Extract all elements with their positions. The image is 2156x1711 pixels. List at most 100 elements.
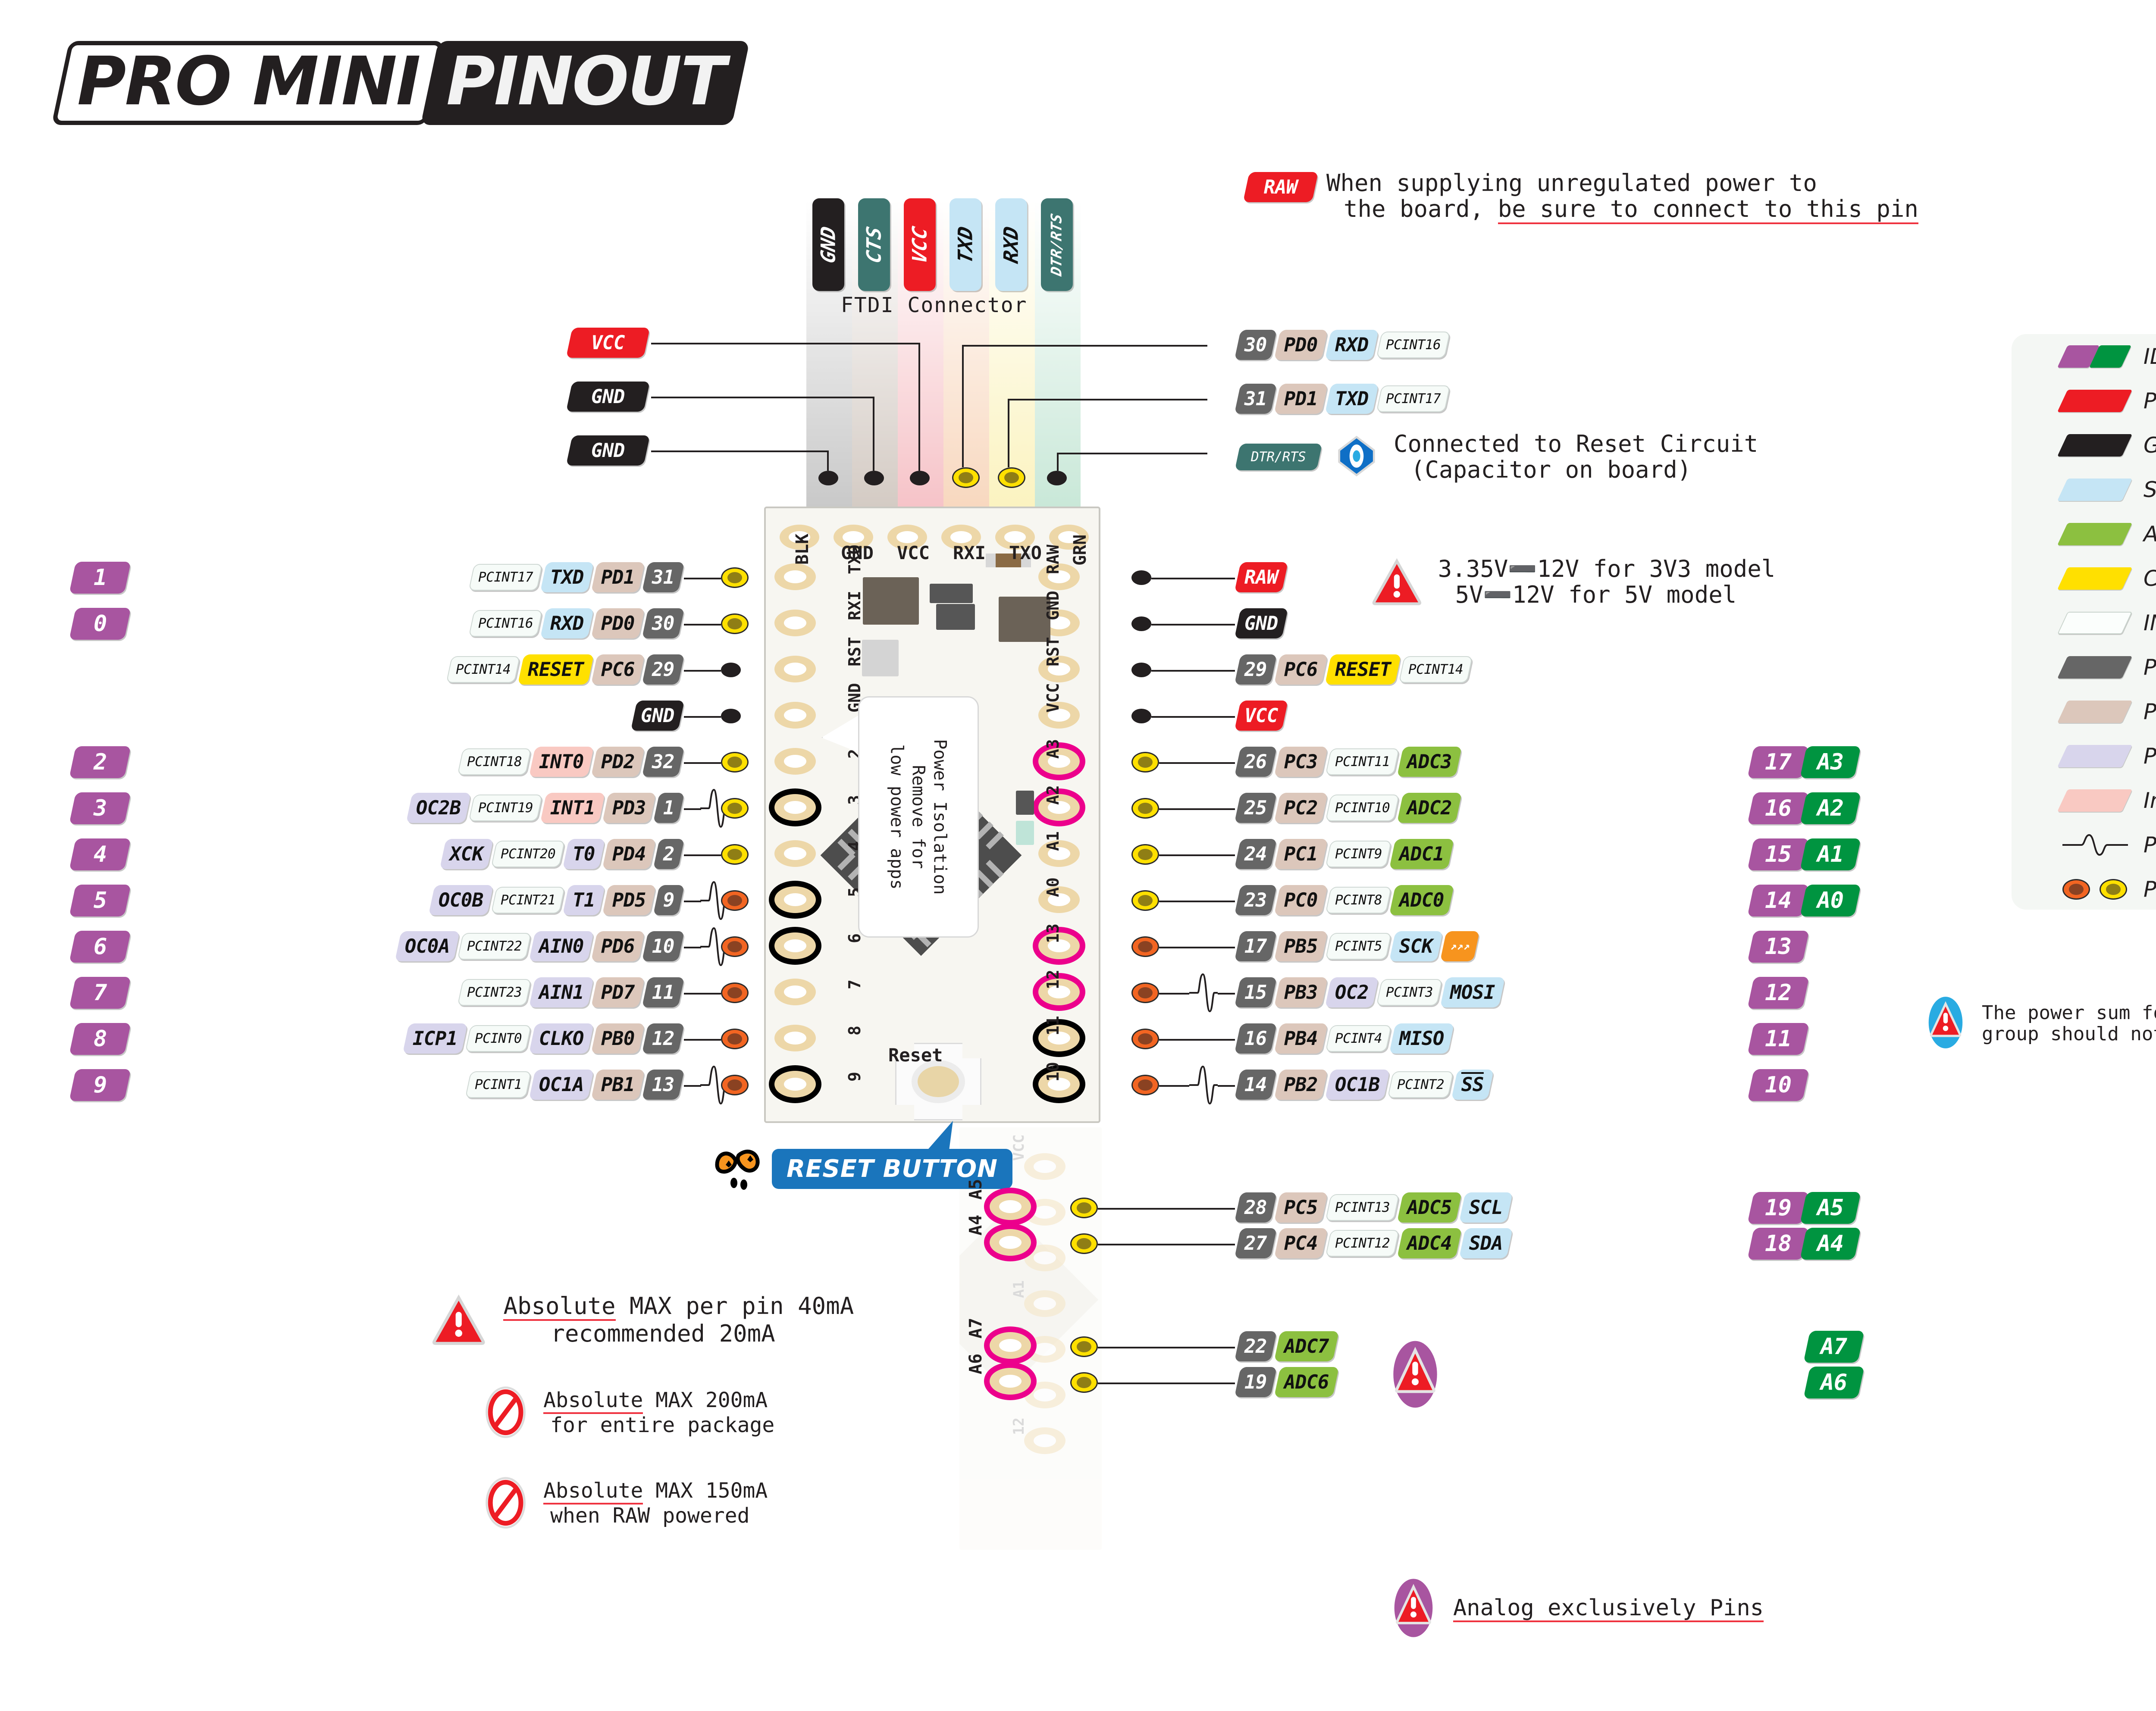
- pad-hole: [1048, 1078, 1070, 1091]
- ftdi-connector-dot: [952, 467, 980, 488]
- pin-chip-reset: RESET: [1325, 654, 1401, 685]
- reset-switch-graphic[interactable]: [895, 1043, 981, 1120]
- port-power-dot-left: [721, 567, 749, 588]
- port-power-dot-left: [721, 752, 749, 773]
- board-silk-label: RST: [1044, 637, 1062, 666]
- ide-badge-group-right: 10: [1747, 1069, 1809, 1101]
- smd-diode: [930, 584, 973, 603]
- pad-hole: [784, 985, 806, 998]
- legend-swatch: [2057, 700, 2133, 723]
- pin-chip-1: 1: [653, 793, 685, 823]
- pin-chip-adc0: ADC0: [1389, 885, 1454, 915]
- pin-chip-pcint22: PCINT22: [457, 933, 532, 960]
- pin-chip-oc1b: OC1B: [1325, 1070, 1390, 1100]
- port-power-dot-right: [1131, 798, 1159, 819]
- pad-hole: [784, 1032, 806, 1045]
- mcu-pin: [986, 860, 1004, 878]
- board-pad-top: [995, 525, 1035, 550]
- board-silk-label: RAW: [1044, 544, 1062, 574]
- power-sum-warning-icon: [1927, 996, 1964, 1051]
- dtr-rts-badge: DTR/RTS: [1235, 444, 1322, 471]
- board-silk-label: A4: [966, 1214, 986, 1236]
- ftdi-connector-dot: [818, 471, 838, 485]
- pad-hole: [999, 1236, 1022, 1249]
- port-power-dot-left: [721, 844, 749, 865]
- pwm-wave-icon: [700, 1065, 729, 1105]
- legend-swatch-group: [2057, 744, 2133, 767]
- pin-chip-rxd: RXD: [1325, 330, 1379, 360]
- pin-row-right: GND: [1234, 608, 1288, 638]
- legend-row-physical-pin: Physical Pin: [2012, 645, 2156, 689]
- legend-swatch: [2057, 789, 2133, 812]
- leader-line: [1151, 670, 1235, 672]
- pin-chip-adc7: ADC7: [1274, 1331, 1339, 1361]
- leader-line: [684, 854, 721, 856]
- legend-label: Serial Pin: [2143, 477, 2156, 502]
- pad-hole: [1048, 663, 1070, 676]
- leader-line: [827, 450, 829, 471]
- pin-chip-oc2b: OC2B: [406, 793, 471, 823]
- legend-row-int: INT: [2012, 601, 2156, 645]
- pin-row-right: 25 PC2 PCINT10 ADC2: [1234, 793, 1462, 823]
- pwm-wave-icon: [700, 788, 729, 828]
- board-pad-bottom-stub: [1024, 1153, 1065, 1180]
- pin-chip-12: 12: [642, 1023, 685, 1054]
- pad-hole: [999, 1339, 1022, 1352]
- pin-chip-pd0: PD0: [591, 608, 645, 638]
- port-power-dot-left: [721, 613, 749, 634]
- pad-hole: [1048, 709, 1070, 722]
- leader-line: [684, 670, 721, 672]
- pin-chip-adc3: ADC3: [1397, 747, 1462, 777]
- leader-line: [1098, 1347, 1235, 1348]
- pad-hole: [1034, 1160, 1056, 1173]
- pin-chip-pc5: PC5: [1274, 1192, 1328, 1223]
- ftdi-connector-dot: [1047, 471, 1067, 485]
- leader-line: [1151, 624, 1235, 626]
- legend-swatch-group: [2057, 611, 2133, 634]
- leader-line: [962, 345, 1207, 347]
- board-silk-label: RXI: [845, 591, 864, 620]
- pin-row-left: PCINT23 AIN1 PD7 11: [0, 977, 685, 1007]
- prohibited-icon: [486, 1386, 526, 1438]
- pin-chip-adc1: ADC1: [1389, 839, 1454, 869]
- board-pad-right: [1038, 1071, 1080, 1098]
- legend-swatch-group: [2057, 345, 2132, 368]
- pad-hole: [1048, 985, 1070, 998]
- pin-chip-oc0b: OC0B: [428, 885, 494, 915]
- port-power-dot-analog: [1070, 1336, 1098, 1357]
- pin-chip-11: 11: [642, 977, 685, 1007]
- leader-line: [684, 901, 701, 902]
- leader-line: [962, 345, 964, 467]
- eye-icon: [1338, 436, 1375, 477]
- leader-line: [684, 624, 721, 626]
- leader-line: [1098, 1383, 1235, 1384]
- pin-chip-adc4: ADC4: [1397, 1228, 1462, 1258]
- pad-hole: [896, 531, 918, 543]
- pad-hole: [1048, 893, 1070, 906]
- pin-chip-29: 29: [1234, 654, 1277, 685]
- ide-pin-badge-right-10: 10: [1747, 1069, 1809, 1101]
- title-pro-mini: PRO MINI: [51, 41, 445, 125]
- reset-circuit-eye-icon: [1336, 435, 1377, 479]
- pin-chip-pcint3: PCINT3: [1376, 979, 1443, 1006]
- pad-hole: [843, 531, 864, 543]
- legend-label: IDE: [2143, 344, 2156, 369]
- pin-chip-pb4: PB4: [1274, 1023, 1328, 1054]
- port-power-dot-bottom: [1070, 1233, 1098, 1254]
- pad-hole: [1034, 1251, 1056, 1264]
- legend-label: INT: [2143, 610, 2156, 635]
- board-silk-label: A0: [1044, 877, 1062, 897]
- pin-chip-pc1: PC1: [1274, 839, 1328, 869]
- warning-oval-icon: [1394, 1579, 1433, 1637]
- pin-row-right: RAW: [1234, 562, 1288, 592]
- leader-line: [1151, 578, 1235, 579]
- pin-chip-pc0: PC0: [1274, 885, 1328, 915]
- pad-hole: [1048, 847, 1070, 860]
- board-silk-label: GND: [841, 542, 874, 563]
- analog-pin-badge-a4: A4: [1800, 1228, 1861, 1260]
- pin-row-analog-only: 22 ADC7: [1234, 1331, 1339, 1361]
- pin-row-ftdi-txd: 31 PD1 TXD PCINT17: [1234, 384, 1451, 414]
- board-silk-label: A3: [1044, 739, 1062, 759]
- leader-line: [1159, 1085, 1189, 1087]
- ide-badge-group-right: 15 A1: [1747, 838, 1861, 870]
